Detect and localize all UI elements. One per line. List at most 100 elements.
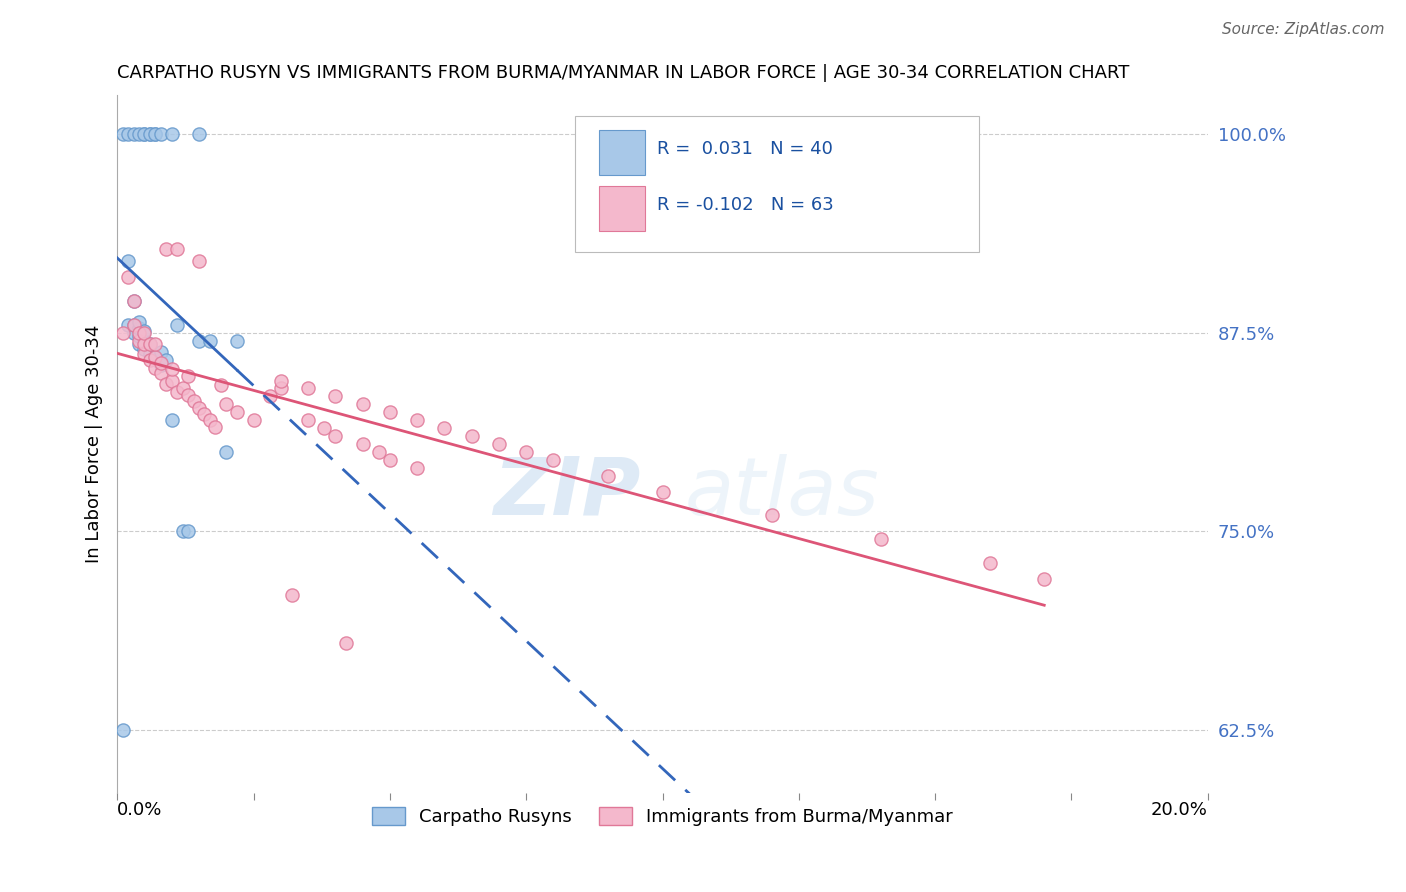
Point: [128, 326, 150, 340]
Point: [297, 381, 319, 395]
Point: [204, 419, 226, 434]
Point: [323, 389, 346, 403]
Point: [869, 533, 891, 547]
Point: [143, 350, 166, 364]
Point: [166, 318, 188, 332]
Point: [183, 394, 205, 409]
Point: [149, 366, 172, 380]
Point: [406, 461, 429, 475]
Point: [979, 556, 1001, 570]
Point: [215, 445, 238, 459]
Point: [134, 334, 156, 348]
Point: [139, 128, 162, 142]
Point: [651, 484, 673, 499]
Point: [177, 368, 200, 383]
Point: [352, 437, 374, 451]
Text: ZIP: ZIP: [494, 454, 641, 532]
Point: [149, 356, 172, 370]
Point: [128, 315, 150, 329]
Point: [128, 128, 150, 142]
Point: [215, 397, 238, 411]
Point: [139, 352, 162, 367]
Point: [117, 270, 139, 285]
Point: [172, 524, 194, 539]
Point: [198, 413, 221, 427]
Point: [139, 346, 162, 360]
Point: [149, 358, 172, 372]
Point: [198, 334, 221, 348]
Point: [122, 318, 145, 332]
Point: [155, 242, 177, 256]
Point: [134, 128, 156, 142]
Point: [122, 294, 145, 309]
Point: [259, 389, 281, 403]
Y-axis label: In Labor Force | Age 30-34: In Labor Force | Age 30-34: [86, 325, 103, 563]
Point: [117, 318, 139, 332]
Point: [143, 350, 166, 364]
Point: [134, 128, 156, 142]
Point: [134, 346, 156, 360]
Point: [122, 326, 145, 340]
Point: [323, 429, 346, 443]
Point: [128, 337, 150, 351]
Point: [149, 128, 172, 142]
Text: Source: ZipAtlas.com: Source: ZipAtlas.com: [1222, 22, 1385, 37]
Point: [111, 128, 134, 142]
Point: [543, 453, 565, 467]
Point: [111, 326, 134, 340]
Point: [160, 362, 183, 376]
Point: [177, 524, 200, 539]
Point: [166, 384, 188, 399]
Point: [128, 329, 150, 343]
Point: [209, 378, 232, 392]
Point: [188, 401, 211, 415]
Point: [117, 254, 139, 268]
Point: [143, 337, 166, 351]
Point: [155, 352, 177, 367]
Point: [242, 413, 264, 427]
Point: [139, 337, 162, 351]
Point: [1033, 572, 1056, 586]
Point: [122, 294, 145, 309]
Point: [188, 128, 211, 142]
Point: [188, 334, 211, 348]
Point: [270, 374, 292, 388]
Text: R =  0.031   N = 40: R = 0.031 N = 40: [657, 140, 832, 158]
Point: [226, 334, 249, 348]
Point: [177, 388, 200, 402]
Point: [188, 254, 211, 268]
Point: [139, 337, 162, 351]
Point: [134, 324, 156, 338]
Point: [160, 128, 183, 142]
Point: [160, 413, 183, 427]
Point: [143, 128, 166, 142]
Point: [378, 453, 401, 467]
Point: [155, 376, 177, 391]
Point: [297, 413, 319, 427]
FancyBboxPatch shape: [575, 116, 979, 252]
Point: [117, 128, 139, 142]
Point: [166, 242, 188, 256]
Point: [335, 635, 357, 649]
Point: [761, 508, 783, 523]
Point: [596, 468, 619, 483]
Point: [193, 407, 215, 421]
Text: CARPATHO RUSYN VS IMMIGRANTS FROM BURMA/MYANMAR IN LABOR FORCE | AGE 30-34 CORRE: CARPATHO RUSYN VS IMMIGRANTS FROM BURMA/…: [117, 64, 1129, 82]
Point: [143, 128, 166, 142]
Text: 0.0%: 0.0%: [117, 801, 163, 819]
Legend: Carpatho Rusyns, Immigrants from Burma/Myanmar: Carpatho Rusyns, Immigrants from Burma/M…: [366, 799, 960, 833]
FancyBboxPatch shape: [599, 129, 645, 175]
Point: [128, 321, 150, 335]
Point: [143, 360, 166, 375]
Point: [488, 437, 510, 451]
Text: 20.0%: 20.0%: [1152, 801, 1208, 819]
Point: [122, 318, 145, 332]
Point: [368, 445, 391, 459]
Point: [160, 374, 183, 388]
Point: [139, 128, 162, 142]
Point: [149, 345, 172, 359]
Text: atlas: atlas: [685, 454, 879, 532]
Point: [378, 405, 401, 419]
Point: [406, 413, 429, 427]
Point: [314, 421, 336, 435]
